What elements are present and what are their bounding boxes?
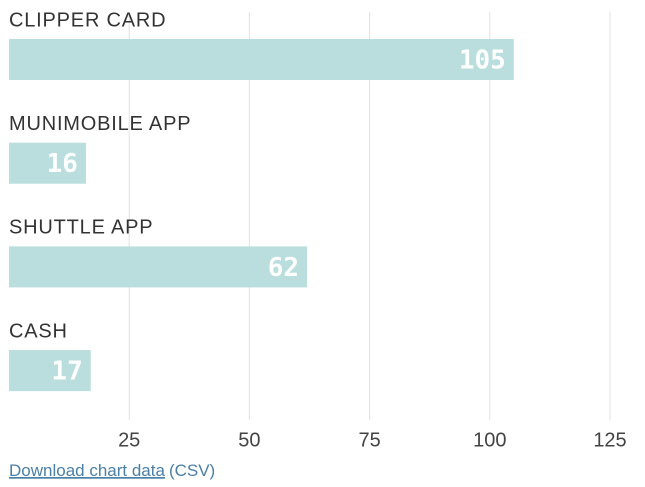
bar — [9, 142, 86, 184]
value-label: 105 — [459, 46, 506, 76]
x-tick-label: 100 — [473, 429, 506, 451]
bar — [9, 350, 91, 392]
bar — [9, 246, 308, 288]
footer: Download chart data (CSV) — [9, 461, 215, 480]
category-label: SHUTTLE APP — [9, 217, 153, 239]
x-tick-label: 50 — [238, 429, 260, 451]
value-label: 62 — [268, 253, 299, 283]
x-tick-label: 25 — [118, 429, 140, 451]
x-tick-label: 75 — [358, 429, 380, 451]
download-format: (CSV) — [169, 461, 215, 480]
category-label: MUNIMOBILE APP — [9, 113, 191, 135]
download-link[interactable]: Download chart data — [9, 461, 165, 480]
category-label: CLIPPER CARD — [9, 9, 166, 31]
x-tick-label: 125 — [593, 429, 626, 451]
category-label: CASH — [9, 320, 68, 342]
value-label: 16 — [47, 149, 78, 179]
value-label: 17 — [51, 357, 82, 387]
bar — [9, 39, 514, 80]
